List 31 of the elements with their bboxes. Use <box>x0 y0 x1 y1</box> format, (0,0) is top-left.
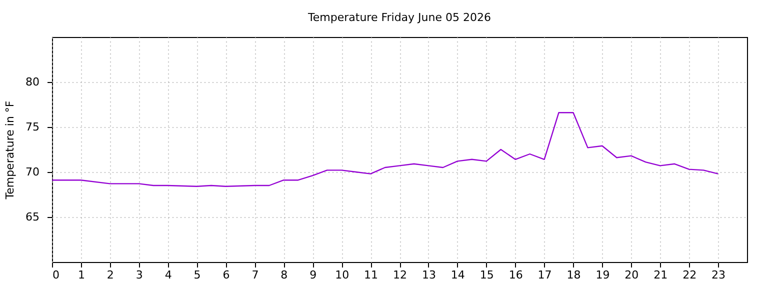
x-tick-label: 18 <box>566 268 581 282</box>
y-tick-label: 70 <box>26 166 40 178</box>
x-tick-label: 11 <box>364 268 378 282</box>
y-axis-title: Temperature in °F <box>4 100 17 200</box>
y-tick-label: 80 <box>26 76 40 88</box>
x-tick-label: 3 <box>136 268 143 282</box>
x-tick-label: 22 <box>682 268 697 282</box>
x-tick-label: 15 <box>480 268 494 282</box>
y-tick-label: 65 <box>26 210 40 224</box>
chart-title: Temperature Friday June 05 2026 <box>307 11 491 24</box>
x-tick-label: 23 <box>712 268 726 282</box>
x-tick-label: 14 <box>450 268 465 282</box>
x-tick-label: 21 <box>654 268 668 282</box>
x-tick-label: 16 <box>508 268 523 282</box>
x-tick-label: 20 <box>624 268 639 282</box>
x-tick-label: 19 <box>596 268 610 282</box>
x-tick-label: 5 <box>194 268 201 282</box>
x-tick-label: 12 <box>393 268 407 282</box>
x-tick-label: 7 <box>252 268 259 282</box>
x-tick-label: 9 <box>310 268 317 282</box>
x-tick-label: 17 <box>538 268 552 282</box>
x-tick-label: 13 <box>422 268 436 282</box>
y-tick-label: 75 <box>26 120 40 134</box>
x-tick-label: 10 <box>335 268 350 282</box>
x-tick-label: 0 <box>52 268 60 282</box>
x-tick-label: 1 <box>78 268 85 282</box>
x-tick-label: 4 <box>164 268 172 282</box>
x-tick-label: 2 <box>106 268 114 282</box>
x-tick-label: 6 <box>222 268 230 282</box>
x-tick-label: 8 <box>280 268 288 282</box>
line-series <box>51 112 719 187</box>
